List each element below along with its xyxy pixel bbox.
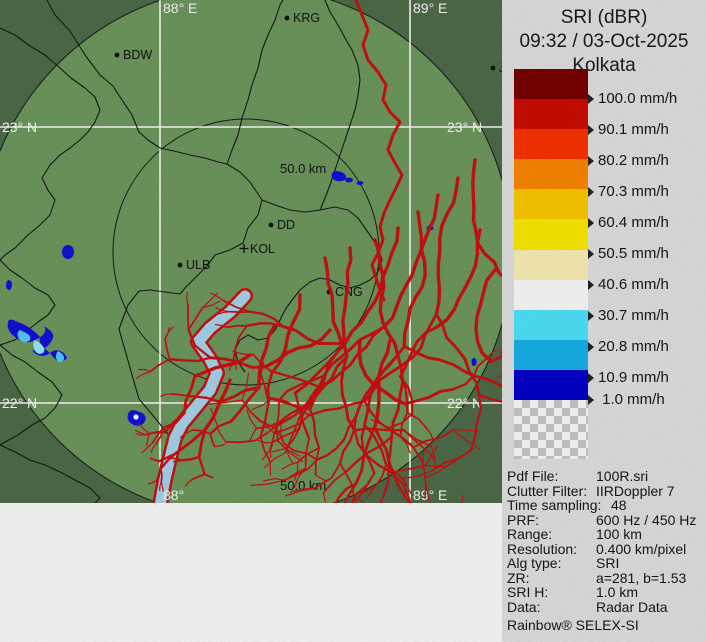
svg-text:89° E: 89° E	[413, 487, 447, 503]
svg-text:50.0 km: 50.0 km	[280, 161, 326, 176]
svg-text:BDW: BDW	[123, 48, 152, 62]
svg-text:KRG: KRG	[293, 11, 320, 25]
svg-text:22° N: 22° N	[2, 395, 37, 411]
svg-text:89° E: 89° E	[413, 0, 447, 16]
svg-text:23° N: 23° N	[2, 119, 37, 135]
svg-text:22° N: 22° N	[447, 395, 482, 411]
svg-text:ULB: ULB	[186, 258, 210, 272]
svg-text:23° N: 23° N	[447, 119, 482, 135]
svg-text:KOL: KOL	[250, 242, 275, 256]
svg-text:88°: 88°	[163, 487, 184, 503]
svg-text:88° E: 88° E	[163, 0, 197, 16]
svg-text:DD: DD	[277, 218, 295, 232]
